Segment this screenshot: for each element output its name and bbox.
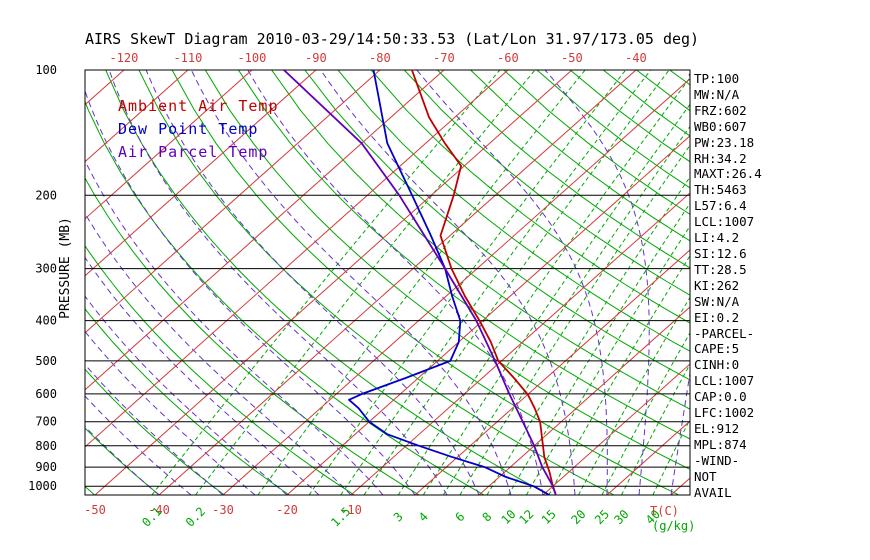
- stat-line: -WIND-: [694, 452, 740, 468]
- stat-line: EI:0.2: [694, 309, 740, 325]
- stat-line: FRZ:602: [694, 102, 747, 118]
- pressure-tick-label: 400: [35, 314, 57, 328]
- stat-line: LCL:1007: [694, 214, 755, 230]
- stat-line: CAPE:5: [694, 341, 740, 357]
- mixing-ratio-tick-label: 25: [592, 507, 612, 527]
- stat-line: L57:6.4: [694, 198, 747, 214]
- pressure-tick-label: 200: [35, 188, 57, 202]
- top-temperature-tick-label: -100: [237, 51, 266, 65]
- stat-line: LCL:1007: [694, 373, 755, 389]
- top-temperature-tick-label: -90: [305, 51, 327, 65]
- stat-line: MPL:874: [694, 436, 747, 452]
- ambient-air-temp-trace: [411, 70, 557, 495]
- stat-line: LI:4.2: [694, 230, 740, 246]
- pressure-tick-label: 500: [35, 354, 57, 368]
- stat-line: TH:5463: [694, 182, 747, 198]
- mixing-ratio-lines: [151, 70, 690, 495]
- bottom-temperature-tick-label: -40: [148, 503, 170, 517]
- stat-line: CINH:0: [694, 357, 740, 373]
- mixing-ratio-tick-label: 30: [611, 507, 631, 527]
- mixing-ratio-tick-label: 6: [452, 509, 467, 524]
- mixing-ratio-tick-label: 8: [479, 509, 494, 524]
- temperature-unit-label: T(C): [650, 504, 679, 518]
- bottom-temperature-tick-label: -10: [340, 503, 362, 517]
- stat-line: AVAIL: [694, 484, 732, 500]
- mixing-ratio-tick-label: 12: [516, 507, 536, 527]
- mixing-ratio-tick-label: 15: [539, 507, 559, 527]
- dew-point-temp-trace: [348, 70, 550, 495]
- pressure-lines: [84, 69, 691, 496]
- stat-line: -PARCEL-: [694, 325, 755, 341]
- mixing-ratio-tick-label: 0.2: [183, 504, 208, 529]
- legend-dew-point-temp: Dew Point Temp: [118, 120, 259, 138]
- stat-line: WB0:607: [694, 118, 747, 134]
- sounding-stats-panel: TP:100 MW:N/A FRZ:602 WB0:607 PW:23.18 RH:34.…: [694, 71, 762, 500]
- stat-line: CAP:0.0: [694, 389, 747, 405]
- stat-line: MW:N/A: [694, 86, 740, 102]
- mixing-ratio-tick-label: 20: [568, 507, 588, 527]
- top-temperature-tick-label: -60: [497, 51, 519, 65]
- mixing-ratio-unit-label: (g/kg): [652, 519, 696, 533]
- bottom-temperature-tick-label: -30: [212, 503, 234, 517]
- bottom-temperature-tick-label: -50: [84, 503, 106, 517]
- top-temperature-tick-label: -70: [433, 51, 455, 65]
- legend-ambient-air-temp: Ambient Air Temp: [118, 97, 279, 115]
- chart-title: AIRS SkewT Diagram 2010-03-29/14:50:33.5…: [85, 30, 700, 48]
- pressure-tick-label: 800: [35, 439, 57, 453]
- pressure-axis-label: PRESSURE (MB): [58, 217, 73, 319]
- air-parcel-temp-trace: [283, 70, 557, 495]
- top-temperature-tick-label: -50: [561, 51, 583, 65]
- dry-adiabat-lines: [85, 70, 690, 495]
- legend-air-parcel-temp: Air Parcel Temp: [118, 143, 269, 161]
- stat-line: PW:23.18: [694, 134, 755, 150]
- top-temperature-tick-label: -120: [109, 51, 138, 65]
- mixing-ratio-tick-label: 3: [391, 509, 406, 524]
- stat-line: TT:28.5: [694, 261, 747, 277]
- stat-line: NOT: [694, 468, 717, 484]
- pressure-tick-label: 600: [35, 387, 57, 401]
- moist-adiabat-lines: [85, 70, 690, 495]
- top-temperature-tick-label: -80: [369, 51, 391, 65]
- stat-line: KI:262: [694, 277, 740, 293]
- stat-line: RH:34.2: [694, 150, 747, 166]
- top-temperature-tick-label: -110: [173, 51, 202, 65]
- pressure-tick-label: 100: [35, 63, 57, 77]
- top-temperature-tick-label: -40: [625, 51, 647, 65]
- stat-line: EL:912: [694, 420, 740, 436]
- stat-line: TP:100: [694, 71, 740, 86]
- mixing-ratio-tick-label: 4: [416, 509, 431, 524]
- stat-line: SW:N/A: [694, 293, 740, 309]
- pressure-tick-label: 1000: [28, 479, 57, 493]
- pressure-tick-label: 300: [35, 262, 57, 276]
- pressure-tick-label: 900: [35, 460, 57, 474]
- stat-line: LFC:1002: [694, 405, 755, 421]
- bottom-temperature-tick-label: -20: [276, 503, 298, 517]
- pressure-tick-label: 700: [35, 415, 57, 429]
- stat-line: SI:12.6: [694, 245, 747, 261]
- stat-line: MAXT:26.4: [694, 166, 762, 182]
- isotherm-lines: [85, 70, 690, 495]
